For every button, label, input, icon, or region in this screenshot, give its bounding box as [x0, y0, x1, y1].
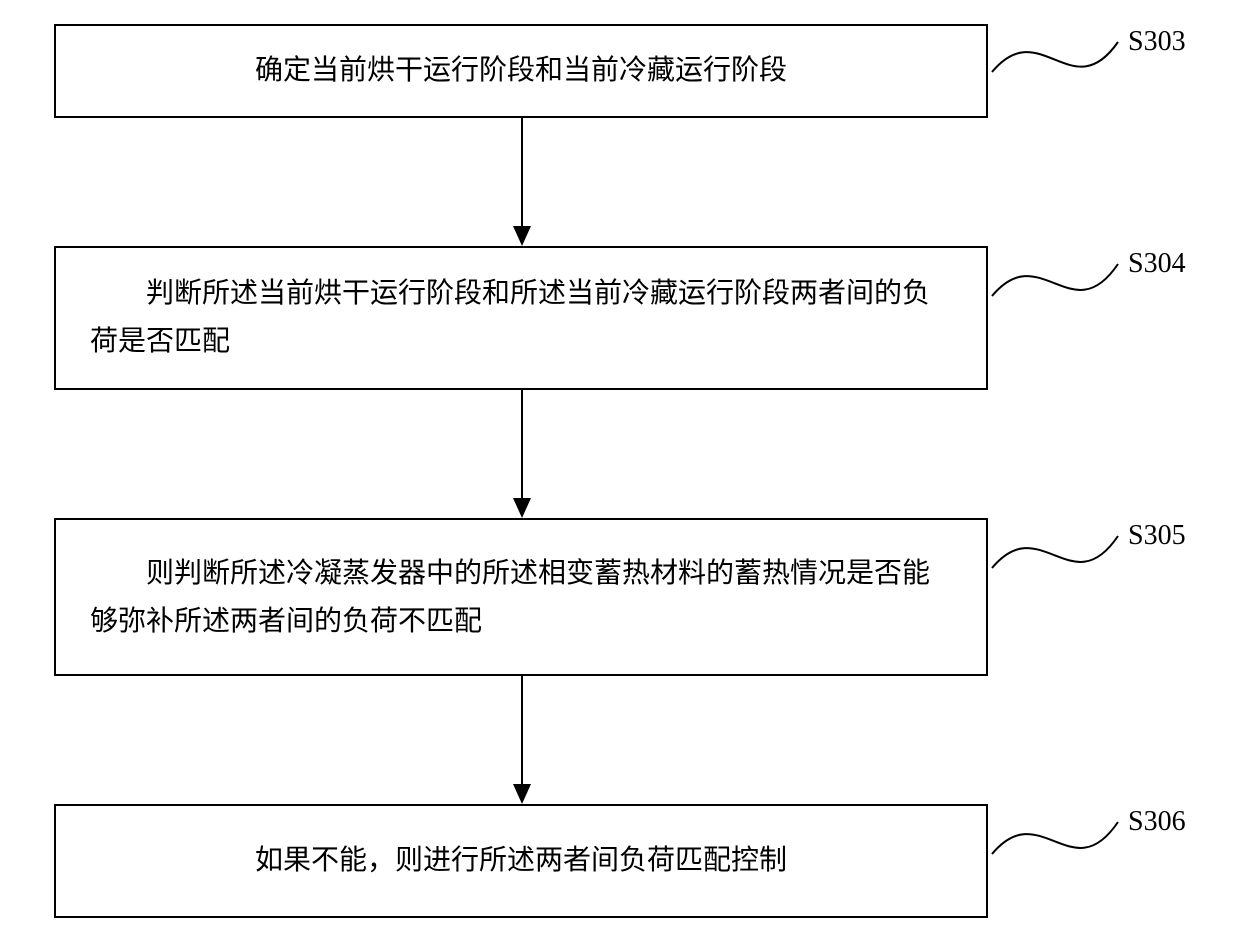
wavy-connector-icon — [0, 0, 1240, 945]
flowchart-canvas: 确定当前烘干运行阶段和当前冷藏运行阶段 S303 判断所述当前烘干运行阶段和所述… — [0, 0, 1240, 945]
